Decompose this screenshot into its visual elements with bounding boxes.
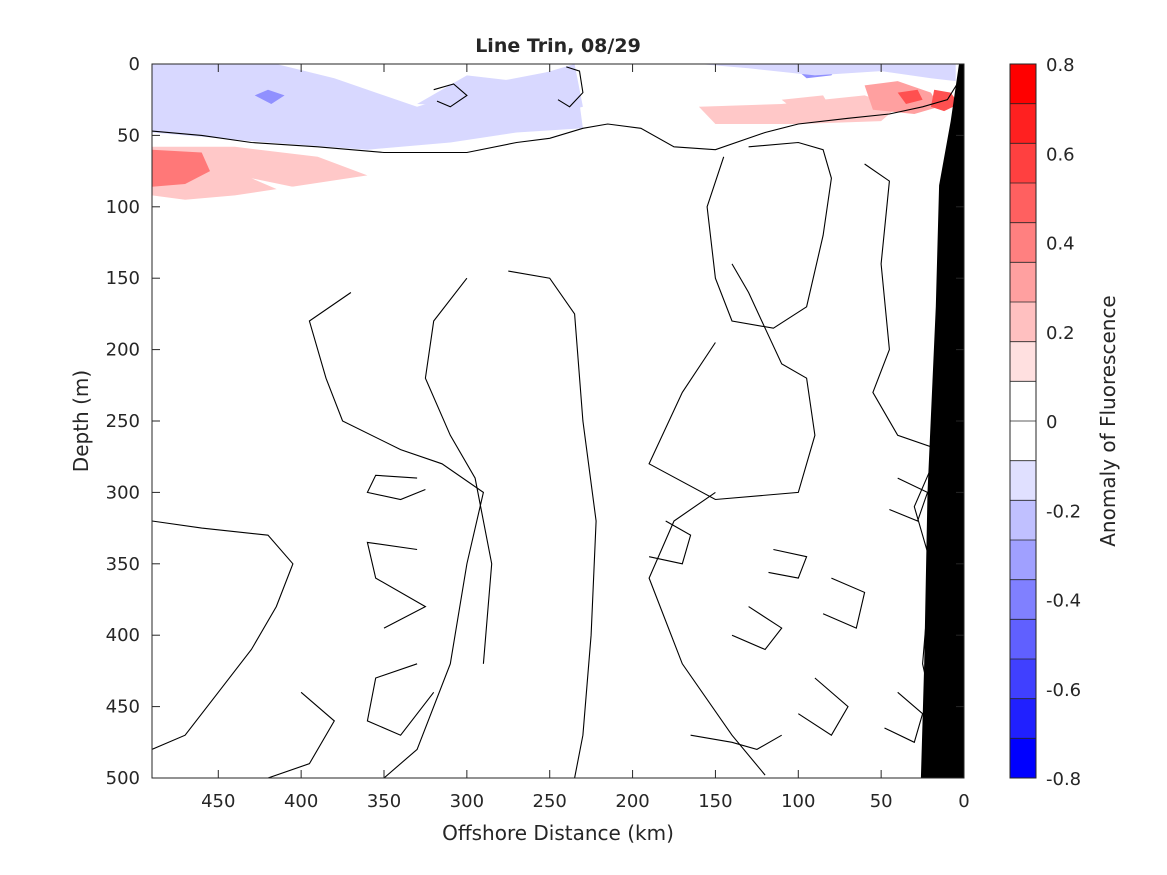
x-tick-label-0: 0 — [958, 791, 969, 812]
colorbar-ticks: 0.8 0.6 0.4 0.2 0 -0.2 -0.4 -0.6 -0.8 — [1046, 55, 1081, 790]
colorbar-tick-label-4: 0 — [1046, 412, 1057, 433]
contour-line-22 — [768, 548, 808, 579]
negative-anomaly-region-2 — [254, 89, 285, 104]
colorbar-tick-label-0: 0.8 — [1046, 55, 1075, 76]
colorbar-bin-6 — [1010, 302, 1036, 342]
contour-line-16 — [690, 734, 782, 750]
colorbar-label: Anomaly of Fluorescence — [1096, 295, 1120, 546]
positive-anomaly-region-9 — [251, 178, 335, 219]
colorbar-tick-label-1: 0.6 — [1046, 144, 1075, 165]
contour-line-2 — [433, 83, 468, 108]
x-tick-label-250: 250 — [533, 791, 567, 812]
colorbar-bin-14 — [1010, 619, 1036, 660]
y-tick-label-50: 50 — [117, 125, 140, 146]
contour-line-21 — [884, 691, 924, 744]
contour-line-8 — [508, 270, 597, 778]
y-tick-label-450: 450 — [106, 697, 140, 718]
contour-line-4 — [648, 263, 816, 501]
contour-line-20 — [889, 477, 929, 522]
contour-line-17 — [731, 606, 783, 651]
colorbar-bin-9 — [1010, 421, 1036, 461]
colorbar-bin-5 — [1010, 262, 1036, 303]
colorbar-bin-8 — [1010, 381, 1036, 422]
contour-line-9 — [424, 277, 493, 664]
chart-title: Line Trin, 08/29 — [475, 35, 641, 57]
colorbar-bin-3 — [1010, 183, 1036, 223]
y-axis-ticks: 0 50 100 150 200 250 300 350 400 450 500 — [106, 54, 964, 789]
positive-anomaly-region-7 — [152, 149, 210, 187]
x-tick-label-100: 100 — [781, 791, 815, 812]
y-tick-label-500: 500 — [106, 768, 140, 789]
y-tick-label-350: 350 — [106, 554, 140, 575]
contour-line-7 — [308, 292, 485, 778]
contour-line-19 — [798, 677, 849, 736]
colorbar — [1010, 64, 1036, 779]
contour-line-14 — [366, 663, 435, 736]
colorbar-bin-15 — [1010, 659, 1036, 699]
x-axis-ticks: 450 400 350 300 250 200 150 100 50 0 — [201, 64, 970, 812]
positive-anomaly-region-14 — [781, 95, 832, 113]
bathymetry-layer — [920, 64, 964, 778]
negative-anomaly-region-5 — [607, 64, 956, 82]
colorbar-bin-1 — [1010, 103, 1036, 144]
x-tick-label-50: 50 — [870, 791, 893, 812]
y-tick-label-250: 250 — [106, 411, 140, 432]
bottom-topography — [920, 64, 964, 778]
colorbar-tick-label-5: -0.2 — [1046, 501, 1081, 522]
contour-line-10 — [152, 520, 294, 750]
x-tick-label-450: 450 — [201, 791, 235, 812]
contour-line-18 — [822, 577, 866, 629]
contour-line-1 — [557, 66, 584, 108]
contour-line-11 — [267, 691, 336, 778]
contour-line-layer — [152, 66, 962, 778]
y-axis-label: Depth (m) — [69, 370, 93, 472]
colorbar-tick-label-3: 0.2 — [1046, 323, 1075, 344]
colorbar-frame — [1009, 63, 1037, 779]
contour-line-15 — [648, 520, 692, 565]
colorbar-tick-label-2: 0.4 — [1046, 234, 1075, 255]
y-tick-label-300: 300 — [106, 482, 140, 503]
x-tick-label-200: 200 — [615, 791, 649, 812]
negative-anomaly-region-1 — [417, 64, 583, 119]
x-tick-label-350: 350 — [367, 791, 401, 812]
colorbar-bin-10 — [1010, 460, 1036, 501]
y-tick-label-400: 400 — [106, 625, 140, 646]
positive-anomaly-region-8 — [384, 164, 434, 204]
x-tick-label-400: 400 — [284, 791, 318, 812]
contour-line-3 — [706, 141, 832, 329]
y-tick-label-200: 200 — [106, 340, 140, 361]
colorbar-tick-label-6: -0.4 — [1046, 591, 1081, 612]
positive-anomaly-region-12 — [897, 89, 923, 104]
colorbar-tick-label-7: -0.6 — [1046, 680, 1081, 701]
colorbar-bin-11 — [1010, 500, 1036, 541]
anomaly-fill-layer — [152, 64, 959, 219]
colorbar-bin-2 — [1010, 143, 1036, 184]
colorbar-bin-16 — [1010, 698, 1036, 739]
colorbar-bin-4 — [1010, 222, 1036, 263]
positive-anomaly-region-6 — [152, 146, 368, 200]
colorbar-bin-17 — [1010, 738, 1036, 779]
y-tick-label-0: 0 — [129, 54, 140, 75]
contour-line-13 — [366, 541, 427, 629]
x-tick-label-150: 150 — [698, 791, 732, 812]
contour-line-5 — [648, 491, 766, 776]
colorbar-bin-12 — [1010, 540, 1036, 580]
x-axis-label: Offshore Distance (km) — [442, 821, 674, 845]
colorbar-bin-7 — [1010, 341, 1036, 382]
negative-anomaly-region-0 — [152, 64, 583, 150]
x-tick-label-300: 300 — [450, 791, 484, 812]
colorbar-bin-0 — [1010, 64, 1036, 104]
y-tick-label-150: 150 — [106, 268, 140, 289]
colorbar-bin-13 — [1010, 579, 1036, 620]
contour-line-0 — [152, 78, 962, 154]
colorbar-tick-label-8: -0.8 — [1046, 769, 1081, 790]
y-tick-label-100: 100 — [106, 197, 140, 218]
contour-line-12 — [366, 474, 426, 501]
